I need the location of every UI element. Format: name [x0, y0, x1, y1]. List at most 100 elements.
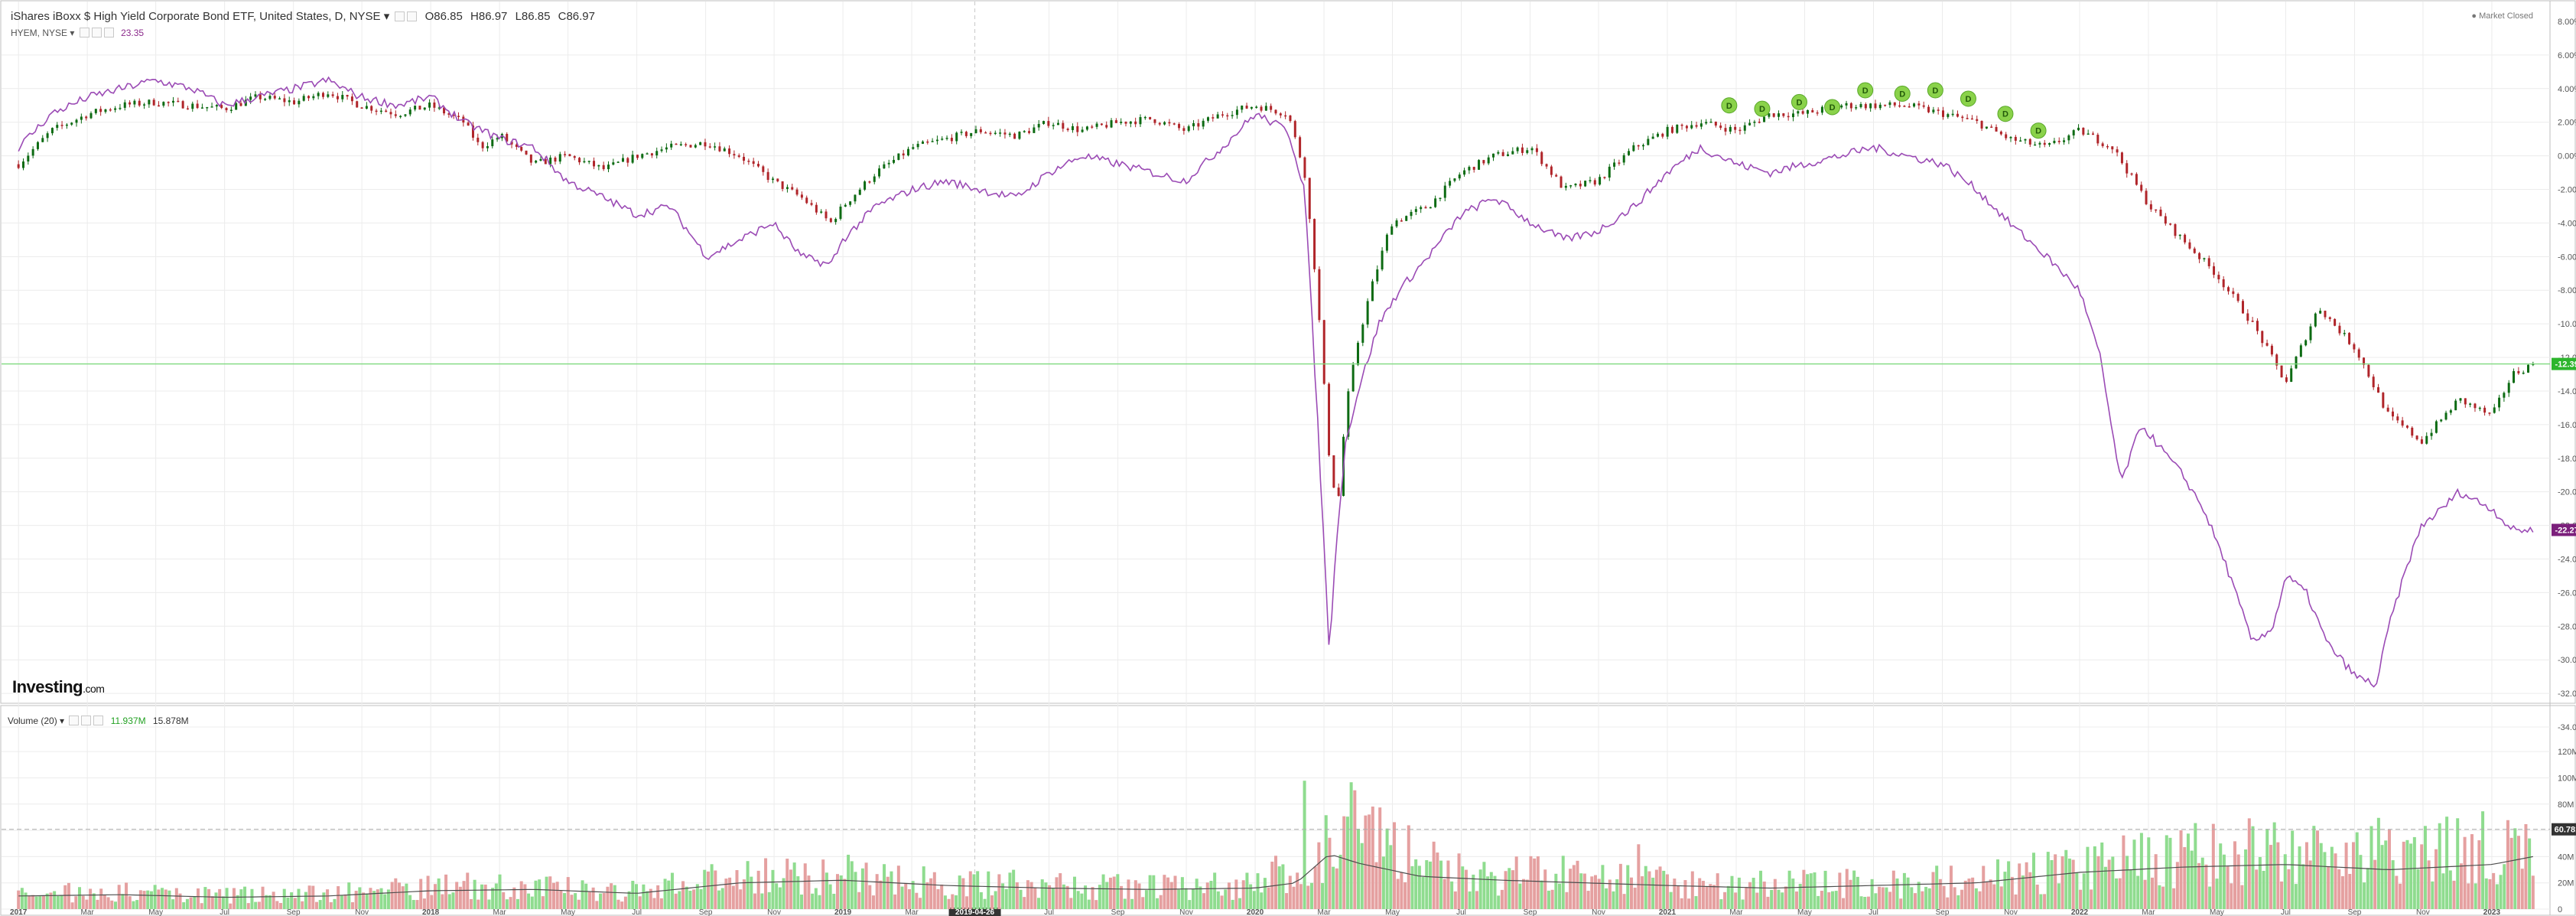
volume-bar — [904, 883, 908, 909]
candle-body — [1593, 180, 1596, 185]
instrument-title[interactable]: iShares iBoxx $ High Yield Corporate Bon… — [11, 10, 381, 23]
candle-body — [723, 148, 726, 152]
volume-bar — [2319, 843, 2323, 909]
volume-bar — [441, 894, 444, 909]
candle-body — [1642, 145, 1645, 147]
candle-body — [1439, 197, 1442, 200]
volume-bar — [940, 884, 944, 909]
chevron-down-icon[interactable]: ▾ — [383, 10, 390, 23]
close-square-icon[interactable] — [407, 11, 418, 21]
eye-square-icon[interactable] — [91, 28, 102, 37]
volume-bar — [2495, 884, 2499, 909]
dividend-badge — [1824, 99, 1841, 116]
candle-body — [1656, 133, 1659, 137]
volume-bar — [1084, 885, 1088, 909]
volume-bar — [505, 899, 509, 909]
volume-bar — [236, 895, 239, 909]
candle-body — [2478, 407, 2481, 409]
candle-body — [2483, 407, 2487, 413]
volume-bar — [1004, 888, 1008, 909]
volume-bar — [2093, 846, 2096, 909]
settings-square-icon[interactable] — [79, 28, 89, 37]
volume-bar — [2244, 849, 2248, 909]
candle-body — [167, 102, 170, 103]
candle-body — [1768, 113, 1771, 117]
volume-bar — [792, 862, 796, 909]
volume-bar — [2251, 826, 2255, 909]
compare-symbol[interactable]: HYEM, NYSE — [11, 28, 68, 38]
candle-body — [2285, 377, 2288, 382]
eye-square-icon[interactable] — [81, 716, 92, 725]
candle-body — [602, 165, 605, 170]
candle-body — [443, 107, 446, 114]
volume-bar — [1856, 876, 1859, 909]
candle-body — [535, 160, 538, 163]
y-tick-label: -30.00% — [2558, 656, 2576, 665]
volume-bar — [2200, 857, 2204, 909]
candle-body — [365, 106, 368, 109]
candle-body — [1574, 184, 1577, 186]
candle-body — [1206, 117, 1209, 121]
settings-square-icon[interactable] — [69, 716, 80, 725]
volume-bar — [1464, 869, 1468, 909]
candle-body — [864, 181, 867, 190]
chevron-down-icon[interactable]: ▾ — [70, 28, 75, 38]
candle-body — [171, 100, 174, 103]
candle-body — [2507, 383, 2510, 393]
volume-bar — [279, 902, 283, 909]
candle-body — [2155, 209, 2158, 211]
candle-body — [1999, 131, 2002, 135]
volume-bar — [376, 889, 379, 909]
volume-bar — [2470, 834, 2474, 909]
dividend-label: D — [1797, 98, 1803, 107]
volume-bar — [1062, 884, 1065, 909]
volume-bar — [350, 901, 354, 909]
volume-bar — [96, 899, 99, 909]
dividend-label: D — [2035, 127, 2041, 136]
volume-bar — [2197, 862, 2201, 909]
volume-bar — [832, 893, 836, 909]
volume-bar — [1127, 879, 1130, 909]
close-square-icon[interactable] — [103, 28, 114, 37]
volume-bar — [2215, 879, 2219, 909]
volume-bar — [1442, 879, 1446, 909]
volume-bar — [1220, 895, 1224, 909]
close-square-icon[interactable] — [93, 716, 104, 725]
candle-body — [1811, 109, 1814, 112]
candle-body — [1685, 126, 1688, 129]
candle-body — [878, 168, 881, 177]
volume-bar — [1475, 891, 1479, 909]
dividend-marker: D — [1960, 90, 1976, 107]
volume-bar — [314, 901, 318, 909]
candle-body — [2348, 333, 2351, 344]
volume-bar — [742, 879, 746, 909]
volume-bar — [1777, 889, 1781, 909]
high-value: H86.97 — [470, 10, 508, 23]
volume-bar — [78, 887, 82, 909]
volume-bar — [785, 859, 789, 909]
volume-bar — [659, 898, 663, 909]
settings-square-icon[interactable] — [395, 11, 405, 21]
volume-bar — [85, 899, 89, 909]
volume-bar — [329, 901, 333, 909]
candle-body — [1376, 269, 1379, 282]
volume-label[interactable]: Volume (20) — [8, 716, 57, 726]
candle-body — [302, 96, 305, 101]
chevron-down-icon[interactable]: ▾ — [60, 716, 65, 726]
volume-bar — [1709, 884, 1712, 909]
volume-bar — [555, 882, 559, 909]
volume-bar — [1306, 885, 1310, 909]
volume-bar — [1497, 895, 1501, 909]
compare-legend: HYEM, NYSE ▾ 23.35 — [11, 28, 144, 38]
volume-bar — [1888, 892, 1892, 909]
volume-bar — [1989, 879, 1992, 909]
volume-bar — [261, 886, 265, 909]
volume-bar — [2373, 859, 2377, 909]
investing-logo[interactable]: Investing.com — [12, 677, 105, 696]
x-tick-label: Nov — [355, 908, 369, 916]
volume-bar — [1881, 887, 1885, 909]
candle-body — [283, 98, 286, 103]
candle-body — [1985, 126, 1988, 129]
candle-body — [1893, 102, 1896, 106]
